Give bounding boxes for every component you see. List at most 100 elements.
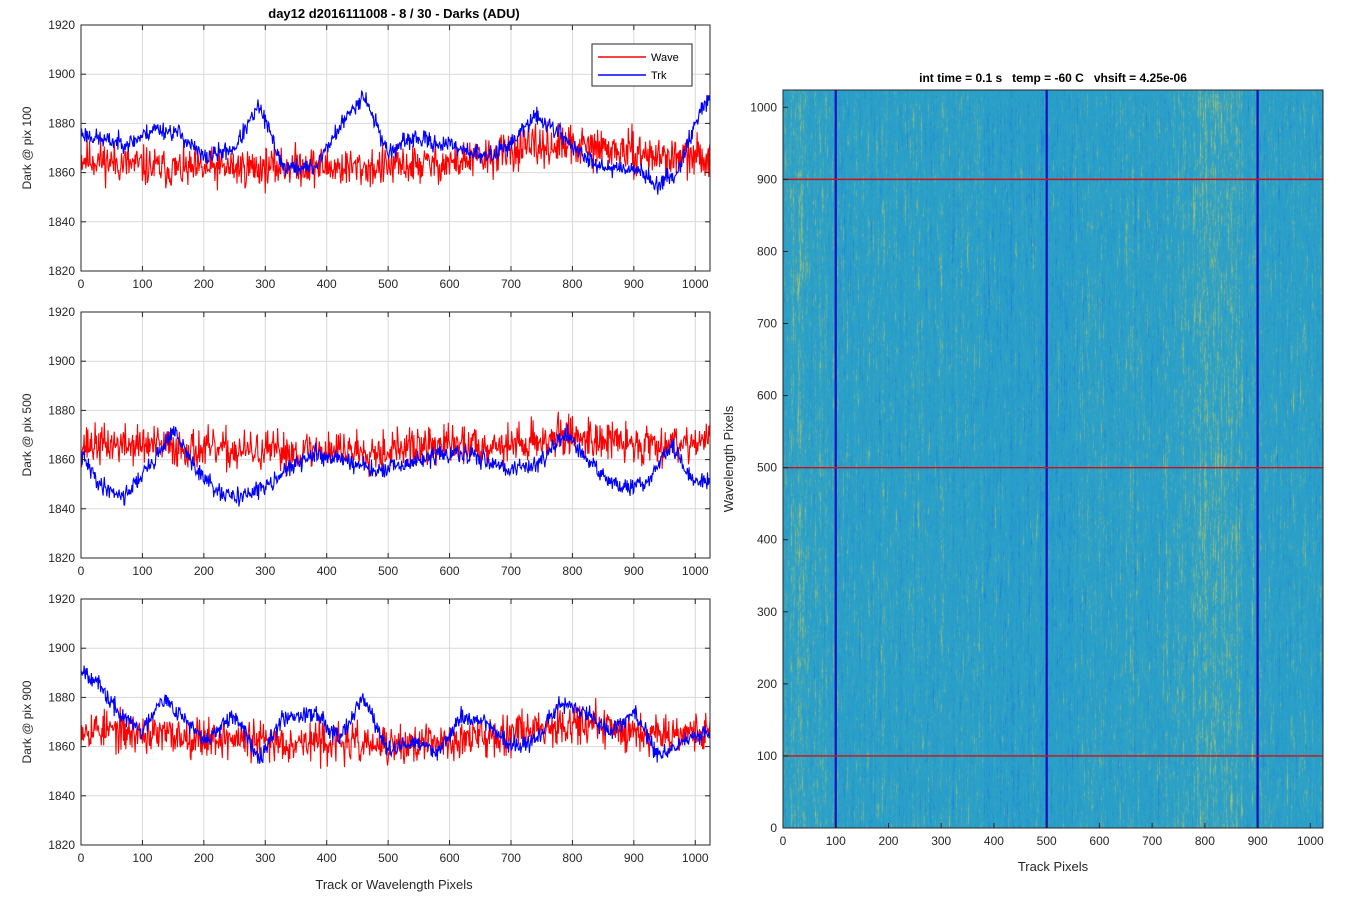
x-tick-label: 300: [255, 277, 275, 291]
x-tick-label: 400: [317, 277, 337, 291]
x-tick-label: 700: [1142, 834, 1162, 848]
series-line-trk: [80, 665, 711, 764]
y-tick-label: 1920: [48, 18, 75, 32]
x-tick-label: 400: [317, 851, 337, 865]
y-tick-label: 800: [757, 244, 777, 258]
line-chart-pix-900: 0 100 200 300 400 500 600 700 800 900 1000 1820 1840…: [20, 592, 711, 865]
x-tick-label: 800: [562, 564, 582, 578]
y-tick-label: 1920: [48, 592, 75, 606]
y-tick-label: 1860: [48, 166, 75, 180]
x-tick-label: 600: [1089, 834, 1109, 848]
y-axis-label: Dark @ pix 100: [20, 106, 34, 189]
axes-frame: [80, 24, 711, 272]
x-tick-label: 300: [255, 564, 275, 578]
axes-frame: [80, 311, 711, 559]
x-tick-label: 200: [194, 851, 214, 865]
heatmap-image: [783, 90, 1323, 828]
heatmap-overlay-lines: [783, 90, 1323, 828]
y-tick-label: 1820: [48, 551, 75, 565]
y-tick-label: 1840: [48, 502, 75, 516]
heatmap-chart: int time = 0.1 s temp = -60 C vhsift = 4…: [750, 71, 1324, 848]
heatmap-frame: [782, 89, 1324, 829]
y-tick-label: 1840: [48, 789, 75, 803]
x-tick-label: 1000: [682, 851, 709, 865]
series-line-trk: [80, 89, 711, 195]
x-tick-label: 1000: [682, 564, 709, 578]
x-tick-label: 400: [317, 564, 337, 578]
x-tick-label: 600: [440, 851, 460, 865]
y-tick-label: 900: [757, 172, 777, 186]
y-axis-label: Dark @ pix 500: [20, 393, 34, 476]
y-tick-label: 300: [757, 605, 777, 619]
y-tick-label: 500: [757, 461, 777, 475]
line-chart-pix-500: 0 100 200 300 400 500 600 700 800 900 1000 1820 1840…: [20, 305, 711, 578]
x-tick-label: 200: [194, 277, 214, 291]
heatmap-y-axis-label: Wavelength Pixels: [721, 405, 736, 512]
heatmap-x-axis-label: Track Pixels: [1018, 859, 1089, 874]
y-tick-label: 1820: [48, 264, 75, 278]
y-tick-label: 1840: [48, 215, 75, 229]
x-tick-label: 300: [255, 851, 275, 865]
x-tick-label: 500: [378, 851, 398, 865]
x-axis-label-bottom: Track or Wavelength Pixels: [315, 877, 473, 892]
x-tick-label: 500: [378, 564, 398, 578]
x-tick-label: 100: [132, 564, 152, 578]
plot-area: [81, 312, 710, 558]
series-line-wave: [80, 121, 711, 194]
x-tick-label: 100: [826, 834, 846, 848]
heatmap-axes: 0 100 200 300 400 500 600 700 800 900 1000 0 100 200 3…: [750, 89, 1324, 848]
legend-label-trk: Trk: [651, 70, 667, 82]
x-tick-label: 700: [501, 277, 521, 291]
x-tick-label: 0: [780, 834, 787, 848]
figure-suptitle: day12 d2016111008 - 8 / 30 - Darks (ADU): [268, 6, 519, 21]
x-tick-label: 800: [1195, 834, 1215, 848]
x-tick-label: 600: [440, 564, 460, 578]
y-tick-label: 600: [757, 389, 777, 403]
x-tick-label: 200: [194, 564, 214, 578]
x-tick-label: 700: [501, 564, 521, 578]
y-axis-label: Dark @ pix 900: [20, 680, 34, 763]
x-tick-label: 800: [562, 851, 582, 865]
y-tick-label: 1920: [48, 305, 75, 319]
x-tick-label: 300: [931, 834, 951, 848]
x-tick-label: 500: [378, 277, 398, 291]
heatmap-title: int time = 0.1 s temp = -60 C vhsift = 4…: [919, 71, 1187, 85]
y-tick-label: 1860: [48, 453, 75, 467]
x-tick-label: 0: [78, 851, 85, 865]
x-tick-label: 100: [132, 851, 152, 865]
y-tick-label: 1900: [48, 67, 75, 81]
series-line-wave: [80, 411, 711, 477]
x-tick-label: 600: [440, 277, 460, 291]
y-tick-label: 200: [757, 677, 777, 691]
x-tick-label: 0: [78, 277, 85, 291]
y-tick-label: 1880: [48, 690, 75, 704]
x-tick-label: 0: [78, 564, 85, 578]
x-tick-label: 700: [501, 851, 521, 865]
y-tick-label: 1820: [48, 838, 75, 852]
x-tick-label: 500: [1037, 834, 1057, 848]
x-tick-label: 1000: [1297, 834, 1324, 848]
series-line-wave: [80, 697, 711, 769]
y-tick-label: 1900: [48, 354, 75, 368]
x-tick-label: 800: [562, 277, 582, 291]
x-tick-label: 900: [624, 851, 644, 865]
y-tick-label: 700: [757, 317, 777, 331]
legend-label-wave: Wave: [651, 52, 679, 64]
legend: Wave Trk: [591, 43, 693, 87]
x-tick-label: 200: [878, 834, 898, 848]
legend-box: [591, 43, 693, 87]
y-tick-label: 1860: [48, 740, 75, 754]
x-tick-label: 900: [624, 564, 644, 578]
y-tick-label: 1900: [48, 641, 75, 655]
x-tick-label: 1000: [682, 277, 709, 291]
x-tick-label: 400: [984, 834, 1004, 848]
x-tick-label: 100: [132, 277, 152, 291]
x-tick-label: 900: [624, 277, 644, 291]
y-tick-label: 1880: [48, 403, 75, 417]
y-tick-label: 0: [770, 821, 777, 835]
x-tick-label: 900: [1248, 834, 1268, 848]
series-line-trk: [80, 424, 711, 507]
axes-frame: [80, 598, 711, 846]
y-tick-label: 1000: [750, 100, 777, 114]
